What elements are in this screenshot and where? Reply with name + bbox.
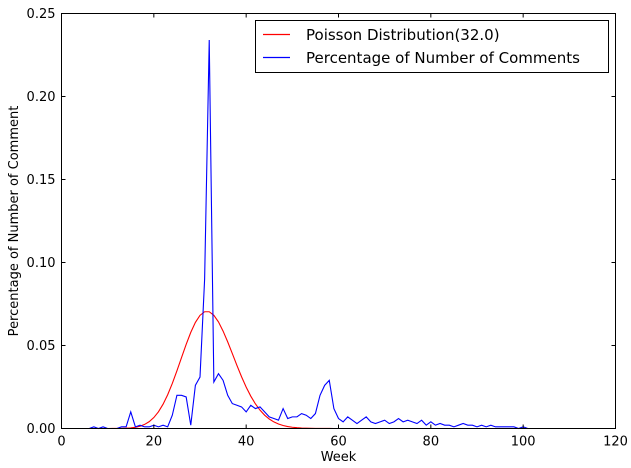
series-line-poisson [61, 311, 538, 430]
x-tick-label: 80 [423, 435, 440, 450]
x-tick-label: 100 [511, 435, 536, 450]
y-tick-label: 0.25 [27, 7, 56, 22]
x-tick-label: 0 [57, 435, 65, 450]
ticks: 0 20 40 60 80 100 120 0.00 0.05 0.10 0.15 0.20 0.25 [27, 7, 628, 450]
x-tick-label: 120 [603, 435, 628, 450]
x-tick-label: 20 [146, 435, 163, 450]
series-line-comments [61, 40, 538, 430]
legend-label-comments: Percentage of Number of Comments [306, 49, 580, 67]
y-tick-label: 0.15 [27, 173, 56, 188]
y-tick-label: 0.05 [27, 339, 56, 354]
y-tick-label: 0.20 [27, 90, 56, 105]
legend-box [255, 20, 609, 73]
y-tick-label: 0.00 [27, 422, 56, 437]
plot-frame [61, 13, 616, 429]
plot-lines [61, 40, 538, 430]
x-tick-label: 60 [330, 435, 347, 450]
y-axis-label: Percentage of Number of Comment [7, 106, 22, 337]
x-axis-label: Week [321, 450, 357, 465]
y-tick-label: 0.10 [27, 256, 56, 271]
legend: Poisson Distribution(32.0) Percentage of… [255, 20, 609, 73]
x-tick-label: 40 [238, 435, 255, 450]
legend-label-poisson: Poisson Distribution(32.0) [306, 26, 500, 44]
